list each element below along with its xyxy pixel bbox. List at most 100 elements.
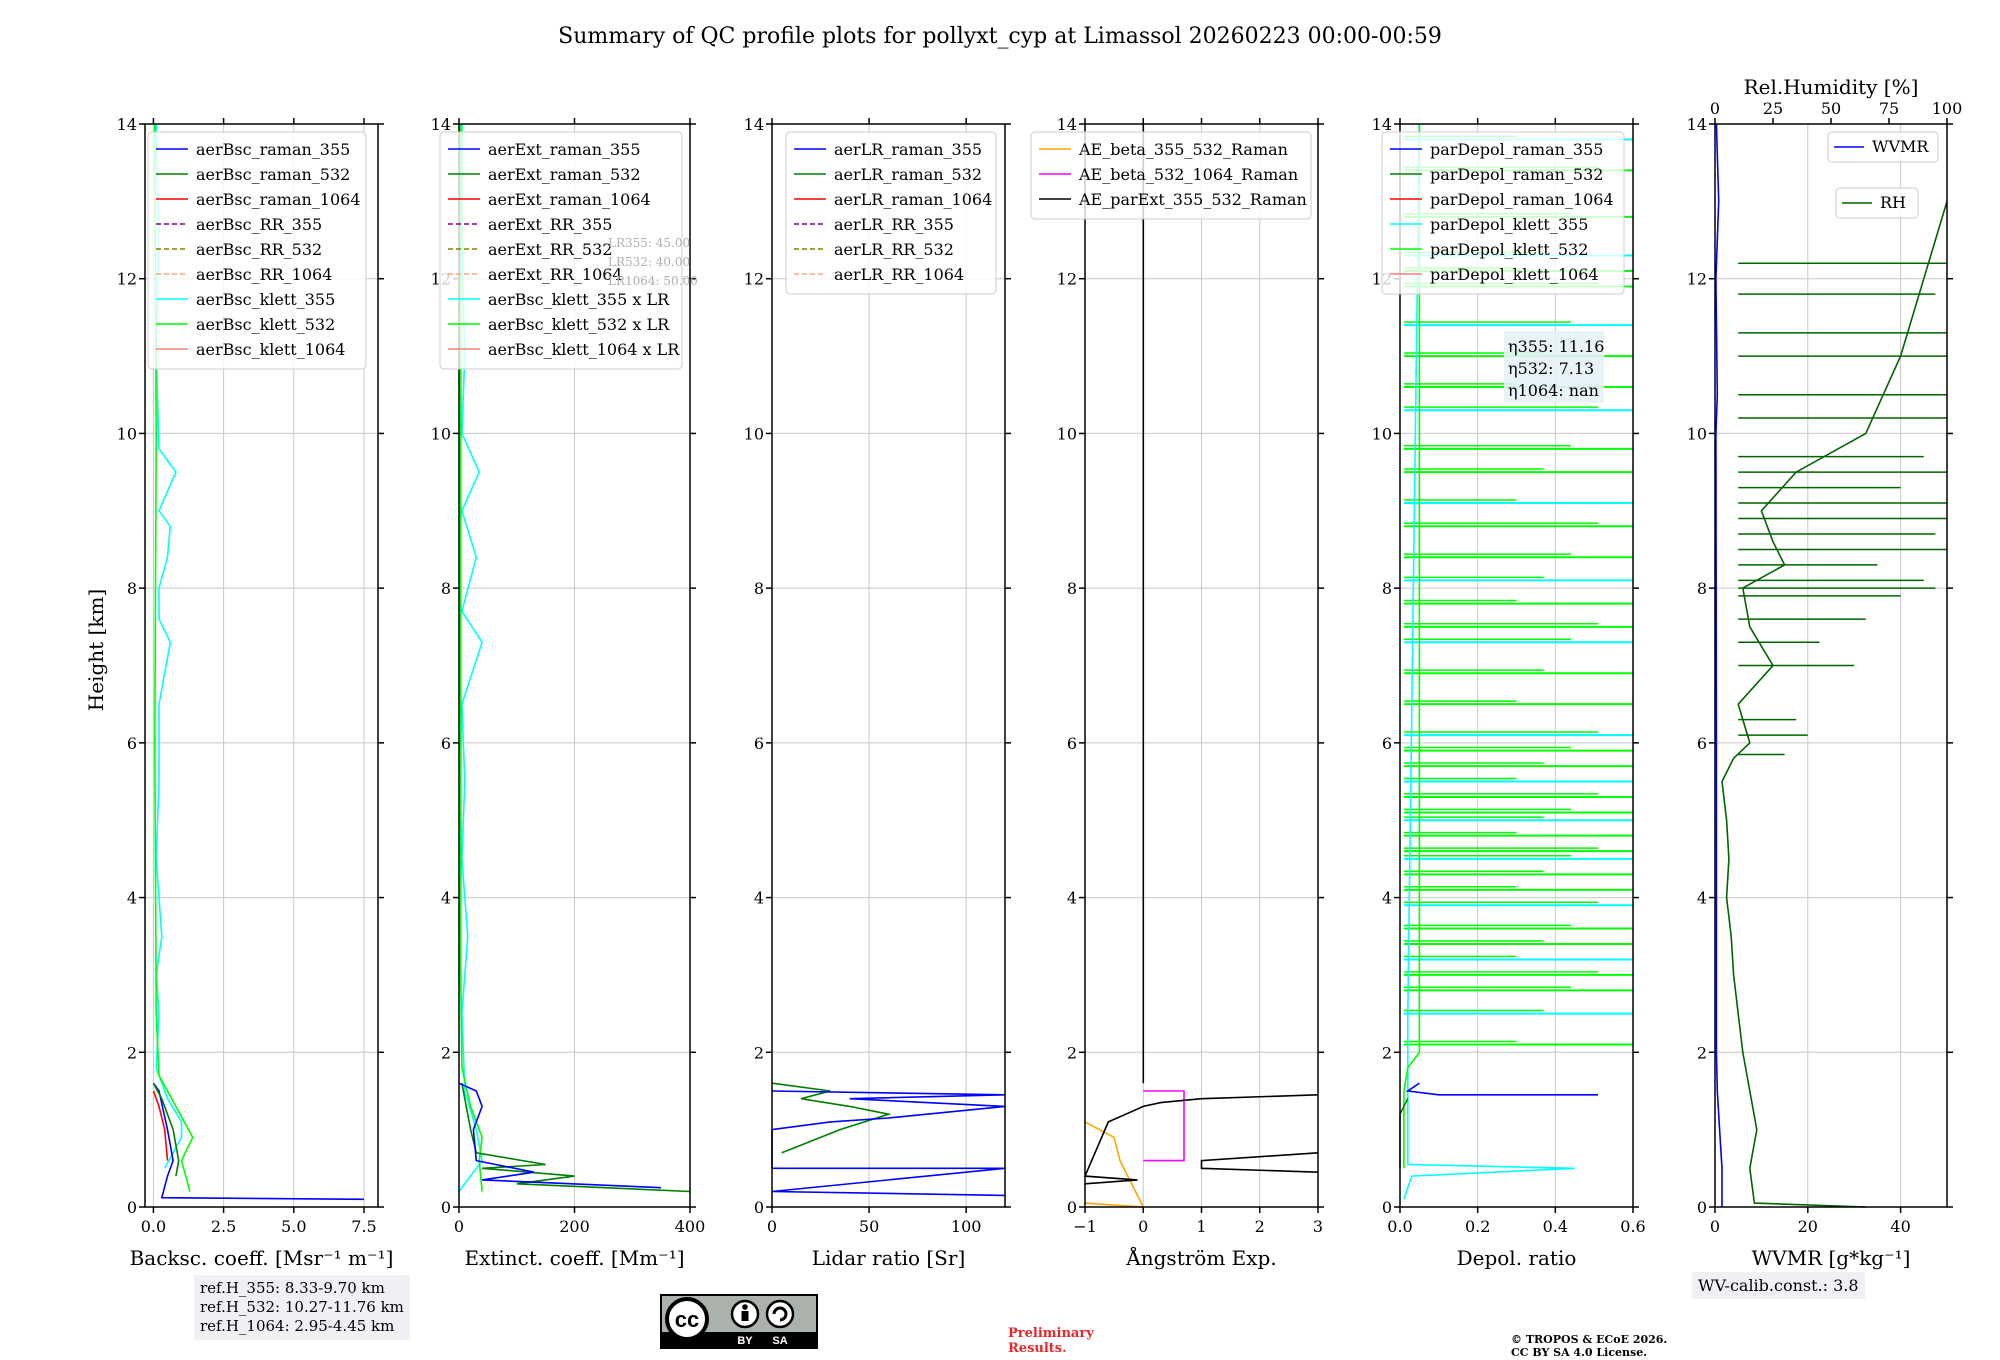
legend-entry: parDepol_klett_355 [1430, 215, 1588, 234]
y-tick-label: 0 [1067, 1198, 1077, 1217]
x-tick-label: 20 [1798, 1217, 1818, 1236]
x-axis-label: Ångström Exp. [1125, 1245, 1276, 1270]
x-tick-label: −1 [1073, 1217, 1097, 1236]
y-axis-label: Height [km] [84, 589, 108, 711]
legend-entry: aerExt_RR_1064 [488, 265, 623, 284]
y-tick-label: 6 [1067, 734, 1077, 753]
legend-box [1030, 131, 1312, 220]
y-tick-label: 12 [1057, 270, 1077, 289]
legend-box [1827, 131, 1939, 163]
y-tick-label: 12 [744, 270, 764, 289]
legend-entry: aerLR_raman_1064 [834, 190, 992, 209]
x2-tick-label: 25 [1763, 99, 1783, 118]
legend-entry: RH [1880, 193, 1906, 212]
legend-entry: aerExt_RR_532 [488, 240, 612, 259]
legend: AE_beta_355_532_Raman AE_beta_532_1064_Ra… [1030, 131, 1312, 220]
legend-entry: parDepol_klett_532 [1430, 240, 1588, 259]
wv-calibration-box: WV-calib.const.: 3.8 [1692, 1272, 1865, 1299]
x-tick-label: 5.0 [281, 1217, 306, 1236]
cc-by-sa-license-icon: cc BY SA [660, 1294, 818, 1349]
x-tick-label: 0.0 [1387, 1217, 1412, 1236]
legend-entry: AE_beta_532_1064_Raman [1078, 165, 1298, 184]
y-tick-label: 10 [1372, 424, 1392, 443]
y-tick-label: 14 [1057, 115, 1077, 134]
x-axis-label: Depol. ratio [1457, 1246, 1577, 1270]
series-aerbsc-klett-355 [155, 123, 183, 1169]
legend-entry: aerExt_raman_355 [488, 140, 641, 159]
legend-entry: parDepol_klett_1064 [1430, 265, 1599, 284]
y-tick-label: 4 [754, 889, 764, 908]
lidar-ratio-annotation: LR1064: 50.00 [608, 274, 698, 288]
y-tick-label: 6 [441, 734, 451, 753]
x-tick-label: 0 [454, 1217, 464, 1236]
preliminary-results-note: Preliminary Results. [1008, 1326, 1094, 1356]
y-tick-label: 0 [127, 1198, 137, 1217]
legend-entry: aerLR_RR_532 [834, 240, 954, 259]
y-tick-label: 10 [744, 424, 764, 443]
x-tick-label: 2.5 [211, 1217, 236, 1236]
axes-frame [144, 123, 379, 1208]
ref-height-1064: ref.H_1064: 2.95-4.45 km [200, 1317, 395, 1335]
legend-entry: aerBsc_klett_1064 x LR [488, 340, 680, 359]
x-tick-label: 50 [859, 1217, 879, 1236]
by-label: BY [737, 1335, 753, 1347]
depol-annotation: η1064: nan [1508, 381, 1599, 400]
legend: WVMR RH [1827, 131, 1939, 219]
legend-entry: aerBsc_raman_355 [196, 140, 350, 159]
legend-entry: aerBsc_klett_355 x LR [488, 290, 670, 309]
panel-backscatter: 0.0 2.5 5.0 7.5 0 2 4 6 8 10 12 14 Backsc. coeff. [M… [117, 115, 394, 1270]
x-axis-label: WVMR [g*kg⁻¹] [1752, 1246, 1911, 1270]
legend-entry: parDepol_raman_532 [1430, 165, 1603, 184]
preliminary-line-1: Preliminary [1008, 1326, 1094, 1341]
series-aerbsc-klett-355-x-lr [458, 124, 483, 1192]
y-tick-label: 6 [1382, 734, 1392, 753]
x-tick-label: 0 [767, 1217, 777, 1236]
y-tick-label: 14 [1687, 115, 1707, 134]
legend-entry: aerExt_raman_532 [488, 165, 641, 184]
y-tick-label: 8 [441, 579, 451, 598]
panel-extinction: 020040002468101214Extinct. coeff. [Mm⁻¹]… [431, 115, 706, 1270]
x-tick-label: 0.6 [1620, 1217, 1645, 1236]
x2-tick-label: 50 [1821, 99, 1841, 118]
x-tick-label: 3 [1313, 1217, 1323, 1236]
series-aerbsc-raman-1064 [152, 1090, 169, 1161]
legend: aerExt_raman_355 aerExt_raman_532 aerExt_r… [439, 131, 683, 370]
series-ae-parext-355-532-raman [1200, 1152, 1319, 1173]
legend-box [147, 131, 367, 370]
legend-entry: aerLR_raman_355 [834, 140, 982, 159]
legend-box [1381, 131, 1625, 295]
series-aerbsc-klett-532 [153, 123, 194, 1192]
legend-entry: aerBsc_raman_1064 [196, 190, 361, 209]
legend-box [1835, 187, 1919, 219]
y-tick-label: 2 [754, 1043, 764, 1062]
y-tick-label: 0 [1697, 1198, 1707, 1217]
series-ae-parext-355-532-raman [1083, 1094, 1319, 1185]
axes-frame [771, 123, 1006, 1208]
legend-entry: aerExt_RR_355 [488, 215, 612, 234]
x-tick-label: 0 [1138, 1217, 1148, 1236]
legend-entry: aerBsc_RR_532 [196, 240, 322, 259]
panel-depol: 0.00.20.40.602468101214Depol. ratioparDe… [1372, 115, 1646, 1270]
series-aerext-raman-355 [458, 1082, 662, 1189]
legend-box [439, 131, 683, 370]
y-tick-label: 14 [744, 115, 764, 134]
series-aerbsc-raman-355 [152, 1082, 365, 1201]
legend-entry: aerBsc_klett_532 x LR [488, 315, 670, 334]
copyright-line-2: CC BY SA 4.0 License. [1511, 1346, 1648, 1359]
depol-annotation-box [1504, 331, 1604, 403]
y-tick-label: 8 [1697, 579, 1707, 598]
legend-entry: aerBsc_raman_532 [196, 165, 350, 184]
ref-height-532: ref.H_532: 10.27-11.76 km [200, 1298, 404, 1316]
legend-entry: AE_beta_355_532_Raman [1078, 140, 1288, 159]
y-tick-label: 10 [431, 424, 451, 443]
legend-entry: parDepol_raman_355 [1430, 140, 1603, 159]
y-tick-label: 4 [127, 889, 137, 908]
preliminary-line-2: Results. [1008, 1341, 1067, 1356]
y-tick-label: 10 [1687, 424, 1707, 443]
x2-tick-label: 75 [1879, 99, 1899, 118]
x-tick-label: 1 [1196, 1217, 1206, 1236]
legend-entry: aerExt_raman_1064 [488, 190, 651, 209]
series-aerlr-raman-355 [771, 1090, 1006, 1197]
series-aerext-raman-532 [461, 1083, 691, 1193]
